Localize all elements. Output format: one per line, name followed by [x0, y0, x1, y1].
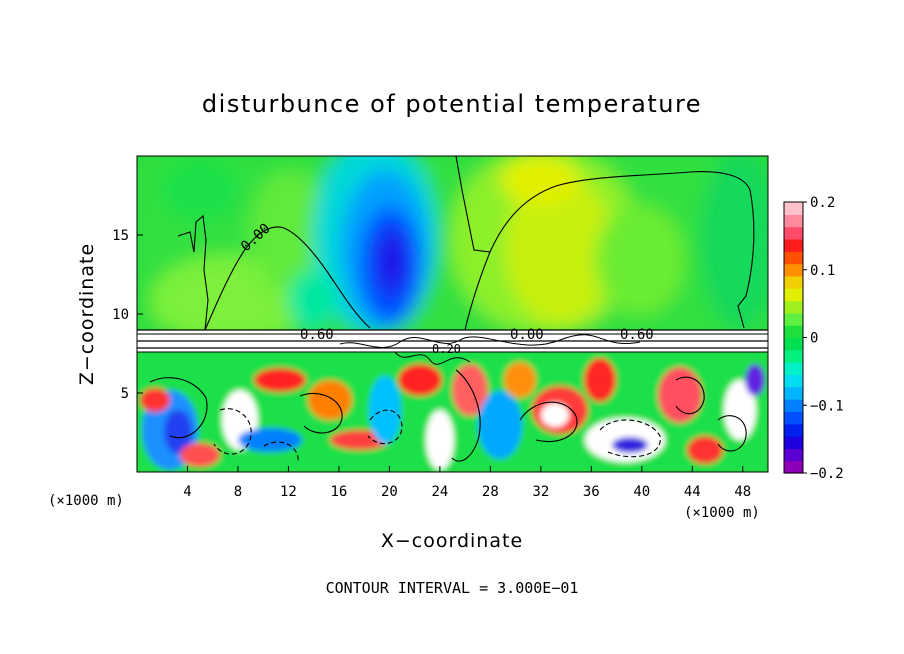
colorbar-tick-label: −0.1: [810, 398, 844, 414]
colorbar-swatch: [784, 275, 803, 289]
x-tick-label: 44: [684, 484, 701, 500]
plot-area: 0.00 0.60 0.00 0.60 0.20: [137, 156, 768, 472]
x-axis-label: X−coordinate: [381, 530, 523, 552]
contour-lower-j: [717, 415, 747, 452]
contour-label: 0.00: [510, 327, 544, 343]
contour-lower-c: [299, 392, 343, 434]
contour-lower-a: [149, 377, 208, 439]
colorbar-swatch: [784, 386, 803, 400]
colorbar-swatch: [784, 238, 803, 252]
colorbar-swatch: [784, 263, 803, 277]
x-unit-left: (×1000 m): [48, 493, 124, 509]
x-tick-label: 32: [532, 484, 549, 500]
x-tick-label: 48: [734, 484, 751, 500]
colorbar-tick-label: 0: [810, 331, 818, 347]
contour-label: 0.60: [300, 327, 334, 343]
colorbar-swatch: [784, 202, 803, 215]
y-tick-label: 15: [112, 228, 129, 244]
x-tick-label: 36: [583, 484, 600, 500]
colorbar-swatch: [784, 214, 803, 228]
colorbar-swatch: [784, 226, 803, 240]
colorbar-swatch: [784, 337, 803, 351]
colorbar-swatch: [784, 288, 803, 302]
x-tick-label: 4: [183, 484, 191, 500]
x-tick-label: 20: [381, 484, 398, 500]
contour-lower-b: [213, 408, 252, 455]
x-axis-ticks: 4 8 12 16 20 24 28 32 36 40 44 48: [183, 466, 751, 500]
y-axis-ticks: 5 10 15: [112, 228, 143, 402]
tropopause-band: [137, 329, 768, 365]
colorbar: [784, 202, 803, 474]
lower-field: [137, 340, 768, 472]
footer-contour-interval: CONTOUR INTERVAL = 3.000E−01: [326, 579, 579, 597]
y-axis-label: Z−coordinate: [76, 243, 98, 385]
colorbar-swatch: [784, 399, 803, 413]
contour-lower-e: [599, 419, 661, 458]
y-tick-label: 5: [121, 386, 129, 402]
colorbar-swatch: [784, 251, 803, 265]
colorbar-tick-label: −0.2: [810, 466, 844, 482]
x-tick-label: 16: [330, 484, 347, 500]
colorbar-swatch: [784, 362, 803, 376]
colorbar-ticks: 0.2 0.1 0 −0.1 −0.2: [803, 195, 844, 482]
contour-lower-f: [675, 376, 705, 415]
x-tick-label: 28: [482, 484, 499, 500]
x-unit-right: (×1000 m): [684, 505, 760, 521]
colorbar-tick-label: 0.2: [810, 195, 835, 211]
colorbar-swatch: [784, 300, 803, 314]
contour-lower-h: [451, 369, 481, 462]
contour-lower-d: [519, 401, 578, 443]
colorbar-swatch: [784, 374, 803, 388]
y-tick-label: 10: [112, 307, 129, 323]
contour-zero-upper-right: [455, 156, 755, 331]
upper-field: [137, 156, 768, 345]
contour-lower-i: [263, 441, 299, 463]
colorbar-swatch: [784, 460, 803, 474]
colorbar-swatch: [784, 423, 803, 437]
contour-label: 0.60: [620, 327, 654, 343]
contours: [149, 156, 755, 463]
x-tick-label: 12: [280, 484, 297, 500]
colorbar-swatch: [784, 411, 803, 425]
colorbar-tick-label: 0.1: [810, 263, 835, 279]
colorbar-swatch: [784, 448, 803, 462]
contour-label: 0.20: [432, 342, 461, 356]
x-tick-label: 24: [431, 484, 448, 500]
colorbar-swatch: [784, 312, 803, 326]
x-tick-label: 8: [234, 484, 242, 500]
x-tick-label: 40: [633, 484, 650, 500]
colorbar-swatch: [784, 349, 803, 363]
chart-title: disturbunce of potential temperature: [202, 90, 702, 118]
contour-zero-upper: [177, 214, 371, 331]
colorbar-swatch: [784, 325, 803, 339]
colorbar-swatch: [784, 436, 803, 449]
